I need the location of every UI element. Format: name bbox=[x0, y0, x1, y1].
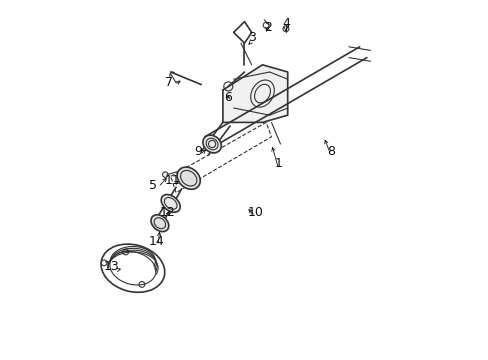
Text: 11: 11 bbox=[164, 174, 180, 186]
Text: 2: 2 bbox=[264, 21, 271, 33]
Text: 7: 7 bbox=[164, 76, 173, 89]
Ellipse shape bbox=[151, 215, 168, 231]
Text: 13: 13 bbox=[103, 260, 119, 273]
Text: 9: 9 bbox=[193, 145, 201, 158]
Text: 14: 14 bbox=[148, 235, 164, 248]
Text: 12: 12 bbox=[159, 206, 175, 219]
Text: 8: 8 bbox=[326, 145, 334, 158]
Ellipse shape bbox=[161, 194, 180, 212]
Text: 6: 6 bbox=[224, 91, 232, 104]
Ellipse shape bbox=[203, 135, 221, 153]
Text: 3: 3 bbox=[247, 31, 255, 44]
Text: 4: 4 bbox=[282, 17, 289, 30]
Text: 1: 1 bbox=[274, 157, 282, 170]
Polygon shape bbox=[223, 65, 287, 122]
Text: 5: 5 bbox=[148, 179, 156, 192]
Ellipse shape bbox=[177, 167, 200, 189]
Text: 10: 10 bbox=[247, 206, 263, 219]
